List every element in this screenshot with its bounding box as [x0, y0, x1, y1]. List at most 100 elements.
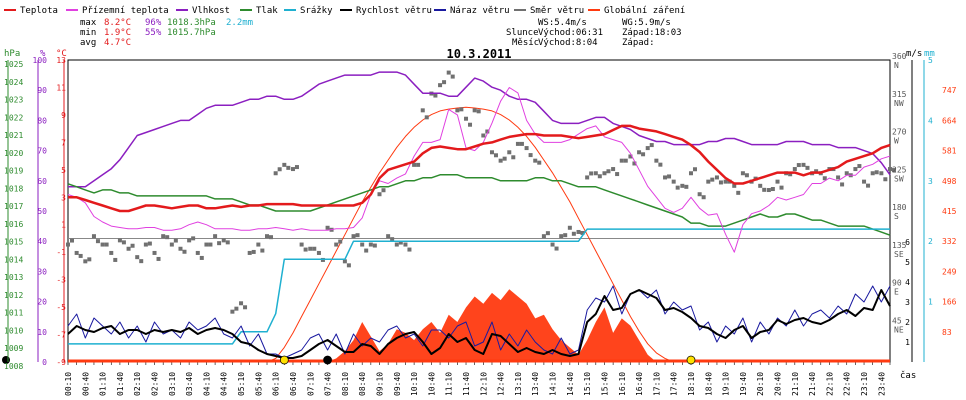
x-tick-label: 02:40 — [151, 372, 160, 396]
direction-degree-label: 225 — [892, 165, 907, 174]
wind-direction-point — [853, 167, 858, 172]
direction-degree-label: 315 — [892, 90, 907, 99]
wind-direction-point — [814, 169, 819, 174]
wind-direction-point — [372, 243, 377, 248]
x-tick-label: 03:40 — [185, 372, 194, 396]
wind-direction-point — [883, 177, 888, 182]
series-radiation-area — [68, 289, 890, 362]
x-tick-label: 02:10 — [133, 372, 142, 396]
wind-direction-point — [623, 158, 628, 163]
temp-tick-label: 3 — [61, 193, 66, 202]
wind-direction-point — [663, 175, 668, 180]
wind-direction-point — [468, 122, 473, 127]
wind-direction-point — [169, 242, 174, 247]
hpa-tick-label: 1021 — [4, 131, 23, 140]
temp-tick-label: -5 — [56, 303, 66, 312]
wind-direction-point — [182, 249, 187, 254]
direction-cardinal-label: N — [894, 61, 899, 70]
x-tick-label: 16:10 — [618, 372, 627, 396]
wind-direction-point — [528, 153, 533, 158]
wind-direction-point — [286, 165, 291, 170]
temp-tick-label: 9 — [61, 111, 66, 120]
hpa-tick-label: 1014 — [4, 255, 23, 264]
temp-tick-label: 1 — [61, 221, 66, 230]
hpa-tick-label: 1010 — [4, 326, 23, 335]
wind-direction-point — [135, 255, 140, 260]
wind-direction-point — [221, 238, 226, 243]
mps-tick-label: 6 — [905, 238, 910, 247]
wind-direction-point — [424, 115, 429, 120]
wind-direction-point — [559, 234, 564, 239]
temp-tick-label: -9 — [56, 358, 66, 367]
stats-row-label: min — [80, 28, 96, 38]
sunset-time: Západ:18:03 — [622, 28, 682, 38]
wind-direction-point — [481, 133, 486, 138]
legend-label: Globální záření — [604, 6, 685, 16]
radiation-tick-label: 664 — [942, 116, 957, 125]
mm-axis-title: mm — [924, 49, 935, 59]
legend-label: Srážky — [300, 6, 333, 16]
stats-temp: 1.9°C — [104, 28, 131, 38]
wind-direction-point — [173, 238, 178, 243]
x-tick-label: 01:40 — [116, 372, 125, 396]
x-tick-label: 07:10 — [306, 372, 315, 396]
direction-degree-label: 135 — [892, 241, 907, 250]
wind-direction-point — [576, 229, 581, 234]
x-tick-label: 01:10 — [99, 372, 108, 396]
wind-direction-point — [706, 179, 711, 184]
x-tick-label: 09:40 — [393, 372, 402, 396]
wind-direction-point — [489, 150, 494, 155]
wind-direction-point — [550, 242, 555, 247]
stats-humidity: 55% — [145, 28, 162, 38]
hpa-tick-label: 1009 — [4, 344, 23, 353]
wind-direction-point — [355, 233, 360, 238]
wind-direction-point — [156, 256, 161, 261]
wind-direction-point — [723, 179, 728, 184]
chart-title: 10.3.2011 — [446, 47, 511, 61]
wind-direction-point — [840, 182, 845, 187]
wind-direction-point — [256, 242, 261, 247]
temp-tick-label: 7 — [61, 138, 66, 147]
temp-axis-title: °C — [56, 49, 67, 59]
sunrise-time: Východ:06:31 — [538, 28, 603, 38]
wind-direction-point — [121, 240, 126, 245]
moon-label: Měsíc — [512, 38, 539, 48]
pct-tick-label: 80 — [37, 116, 47, 125]
temp-tick-label: 11 — [56, 83, 66, 92]
legend-label: Tlak — [256, 6, 278, 16]
x-tick-label: 17:40 — [670, 372, 679, 396]
wind-direction-point — [130, 243, 135, 248]
wind-direction-point — [641, 152, 646, 157]
wind-direction-point — [282, 162, 287, 167]
wind-direction-point — [585, 175, 590, 180]
wind-direction-point — [416, 162, 421, 167]
x-tick-label: 16:40 — [635, 372, 644, 396]
stats-pressure: 1018.3hPa — [167, 18, 216, 28]
wind-direction-point — [91, 234, 96, 239]
wind-direction-point — [109, 250, 114, 255]
wind-direction-point — [649, 143, 654, 148]
x-tick-label: 18:10 — [687, 372, 696, 396]
wind-direction-point — [312, 246, 317, 251]
wind-direction-point — [277, 167, 282, 172]
x-tick-label: 23:10 — [860, 372, 869, 396]
wind-direction-point — [386, 234, 391, 239]
wind-direction-point — [364, 248, 369, 253]
wind-direction-point — [732, 183, 737, 188]
moonset-time: Západ: — [622, 38, 655, 48]
temp-tick-label: 5 — [61, 166, 66, 175]
mm-tick-label: 3 — [928, 177, 933, 186]
mps-tick-label: 1 — [905, 338, 910, 347]
wind-direction-point — [403, 242, 408, 247]
radiation-tick-label: 415 — [942, 207, 957, 216]
wind-direction-point — [199, 255, 204, 260]
x-tick-label: 13:40 — [531, 372, 540, 396]
wind-direction-point — [338, 239, 343, 244]
wind-direction-point — [589, 171, 594, 176]
series-rychlost-v-tru-line — [67, 289, 891, 359]
wind-direction-point — [303, 247, 308, 252]
direction-cardinal-label: W — [894, 137, 899, 146]
stats-temp: 4.7°C — [104, 38, 131, 48]
wind-direction-point — [714, 175, 719, 180]
